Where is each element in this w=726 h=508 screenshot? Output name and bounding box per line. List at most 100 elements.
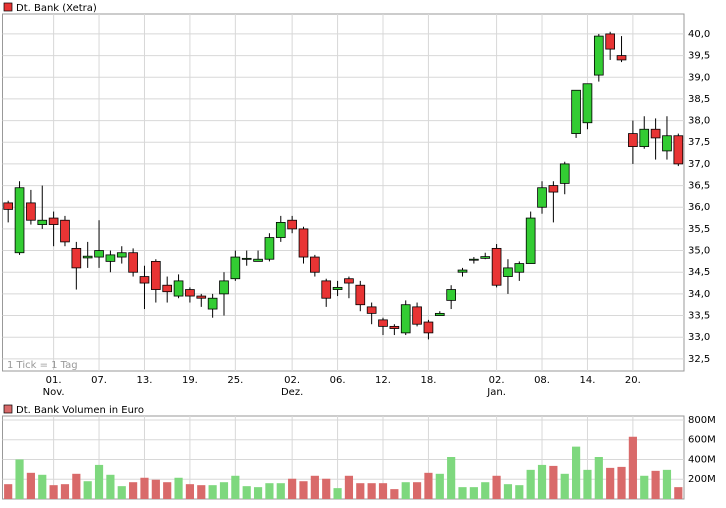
volume-bar: [265, 483, 274, 499]
volume-bar: [83, 481, 92, 499]
volume-bar: [390, 489, 399, 499]
volume-bar: [492, 475, 501, 499]
volume-bar: [481, 482, 490, 499]
chart-title: Dt. Bank (Xetra): [16, 3, 97, 14]
volume-bar: [356, 483, 365, 499]
volume-bar: [208, 485, 217, 499]
x-tick-label: 08.: [534, 375, 550, 386]
volume-bar: [231, 475, 240, 499]
candle-body: [355, 284, 366, 306]
candle-body: [26, 202, 36, 221]
candle-body: [423, 321, 434, 334]
volume-bar: [151, 479, 160, 499]
volume-bar: [242, 486, 251, 499]
volume-bar: [401, 482, 410, 499]
candle-body: [378, 319, 388, 327]
y-tick-label: 38,5: [688, 94, 710, 105]
plot-area: [2, 13, 685, 372]
x-tick-label: 01.: [46, 375, 62, 386]
candle-body: [230, 256, 241, 280]
candle-body: [434, 312, 445, 316]
candle-body: [253, 258, 263, 262]
y-tick-label: 37,0: [688, 159, 710, 170]
candle-body: [116, 252, 127, 258]
candle-body: [616, 55, 627, 61]
volume-bar: [412, 482, 422, 499]
volume-bar: [310, 475, 319, 499]
candle-body: [525, 217, 536, 264]
volume-bar: [617, 466, 626, 499]
title-icon: [3, 2, 13, 12]
candle-body: [264, 237, 275, 260]
x-tick-label: 02.: [284, 375, 300, 386]
volume-bar: [560, 473, 569, 499]
volume-bar: [640, 475, 649, 499]
candle-body: [275, 221, 286, 238]
volume-bar: [503, 484, 513, 499]
candle-body: [366, 306, 377, 314]
volume-bar: [117, 486, 126, 499]
x-tick-label: 20.: [625, 375, 641, 386]
x-tick-label: 14.: [580, 375, 596, 386]
y-tick-label: 40,0: [688, 29, 710, 40]
x-tick-label: 12.: [375, 375, 391, 386]
y-tick-label: 33,0: [688, 332, 710, 343]
candle-body: [628, 133, 638, 147]
candle-body: [128, 252, 138, 273]
volume-bar: [299, 481, 308, 499]
volume-bar: [60, 484, 70, 499]
volume-bar: [447, 457, 456, 499]
volume-bar: [333, 488, 342, 499]
volume-bar: [515, 485, 524, 499]
candle-body: [571, 89, 581, 134]
candle-body: [344, 278, 354, 284]
volume-bar: [435, 473, 444, 499]
annotation: 1 Tick = 1 Tag: [7, 360, 78, 371]
candle-body: [537, 187, 547, 208]
volume-bar: [185, 484, 195, 499]
candle-body: [310, 256, 320, 273]
y-tick-label: 400M: [688, 454, 716, 465]
candle-body: [480, 256, 491, 259]
volume-bar: [526, 469, 535, 499]
candle-body: [514, 263, 525, 273]
volume-bar: [288, 478, 297, 499]
volume-bar: [594, 457, 603, 499]
x-tick-label: 19.: [182, 375, 198, 386]
volume-bar: [537, 464, 547, 499]
x-tick-label: 02.: [489, 375, 505, 386]
y-tick-label: 600M: [688, 435, 716, 446]
volume-bar: [651, 470, 660, 499]
candle-body: [400, 304, 411, 334]
volume-bar: [197, 485, 206, 499]
volume-bar: [15, 459, 24, 499]
y-tick-label: 36,5: [688, 181, 710, 192]
candle-body: [14, 187, 25, 254]
candle-body: [662, 135, 672, 152]
y-tick-label: 39,5: [688, 51, 710, 62]
volume-bar: [572, 446, 581, 499]
candle-body: [332, 286, 343, 290]
y-tick-label: 34,0: [688, 289, 710, 300]
volume-bar: [26, 472, 35, 499]
volume-bar: [378, 483, 388, 499]
candle-body: [287, 219, 297, 230]
candle-body: [469, 258, 479, 261]
candle-body: [639, 128, 650, 147]
candle-body: [491, 247, 502, 286]
candle-body: [48, 217, 59, 225]
candle-body: [389, 325, 400, 329]
volume-bar: [140, 477, 149, 499]
candle-body: [457, 269, 468, 273]
volume-bar: [674, 487, 683, 499]
candle-body: [559, 163, 570, 184]
x-tick-label: 07.: [91, 375, 107, 386]
candle-body: [605, 33, 616, 50]
plot-area: [2, 415, 685, 500]
volume-bar: [367, 483, 376, 499]
volume-bar: [72, 473, 81, 499]
volume-bar: [606, 467, 615, 499]
volume-bar: [469, 487, 478, 499]
candle-body: [219, 280, 229, 295]
